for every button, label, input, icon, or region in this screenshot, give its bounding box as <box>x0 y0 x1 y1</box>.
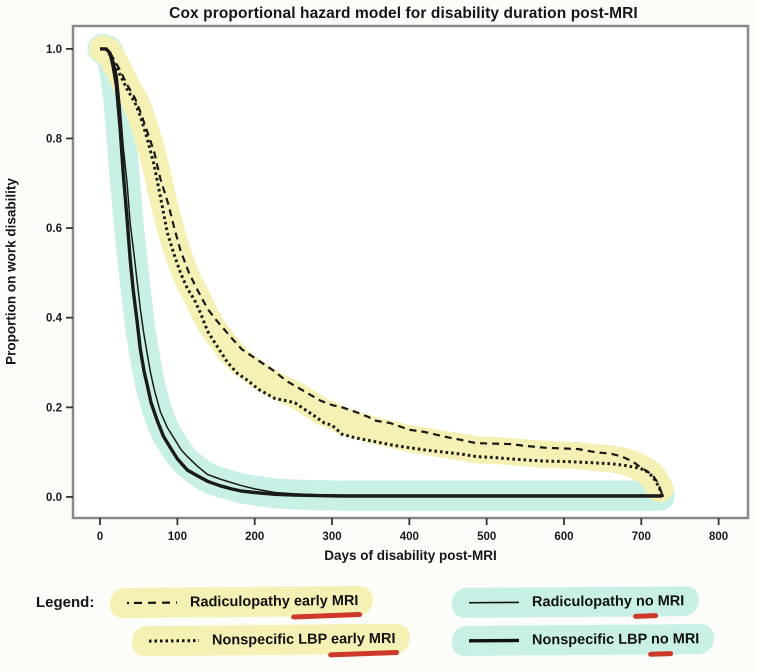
dashed-line-icon <box>126 601 178 605</box>
survival-plot: 0 100 200 300 400 500 600 700 800 0.0 0.2 0.4 0.6 0.8… <box>46 24 750 543</box>
x-tick-label: 500 <box>477 531 496 543</box>
legend-heading: Legend: <box>36 594 95 611</box>
y-tick-label: 0.4 <box>46 313 63 325</box>
thin-solid-line-icon <box>468 601 520 604</box>
x-tick-label: 100 <box>168 531 187 543</box>
curve-dashed <box>100 47 664 496</box>
red-underline: no <box>650 631 669 648</box>
x-tick-label: 200 <box>245 531 264 543</box>
x-tick-label: 700 <box>632 531 651 543</box>
x-tick-label: 800 <box>709 531 728 543</box>
y-tick-label: 0.2 <box>46 402 62 414</box>
dotted-line-icon <box>148 639 200 643</box>
x-tick-label: 0 <box>97 531 103 543</box>
legend-item-label: Nonspecific LBP early MRI <box>211 630 396 649</box>
x-axis-label: Days of disability post-MRI <box>324 548 497 563</box>
x-tick-label: 400 <box>400 531 419 543</box>
legend-item-label: Nonspecific LBP no MRI <box>531 631 700 649</box>
x-tick-label: 600 <box>554 531 573 543</box>
y-axis-label: Proportion on work disability <box>3 178 19 365</box>
x-tick-label: 300 <box>322 531 341 543</box>
y-tick-label: 0.8 <box>46 133 63 145</box>
curve-solid-thick <box>100 47 664 498</box>
red-underline: early MRI <box>293 592 359 610</box>
red-underline: no <box>635 593 654 610</box>
legend-item-radiculopathy-early-mri: Radiculopathy early MRI <box>109 585 374 619</box>
legend-item-label: Radiculopathy early MRI <box>189 592 359 611</box>
y-tick-label: 0.6 <box>46 223 62 235</box>
thick-solid-line-icon <box>468 638 520 643</box>
y-tick-label: 1.0 <box>46 44 62 56</box>
legend-item-radiculopathy-no-mri: Radiculopathy no MRI <box>451 586 700 618</box>
yellow-highlight-band <box>88 35 674 503</box>
red-underline: early MRI <box>330 630 396 648</box>
chart-title: Cox proportional hazard model for disabi… <box>169 5 638 22</box>
legend-item-nonspecific-lbp-no-mri: Nonspecific LBP no MRI <box>451 624 715 656</box>
curve-dotted <box>100 47 664 497</box>
legend-item-nonspecific-lbp-early-mri: Nonspecific LBP early MRI <box>131 623 411 657</box>
legend-item-label: Radiculopathy no MRI <box>531 593 685 611</box>
y-tick-label: 0.0 <box>46 492 62 504</box>
